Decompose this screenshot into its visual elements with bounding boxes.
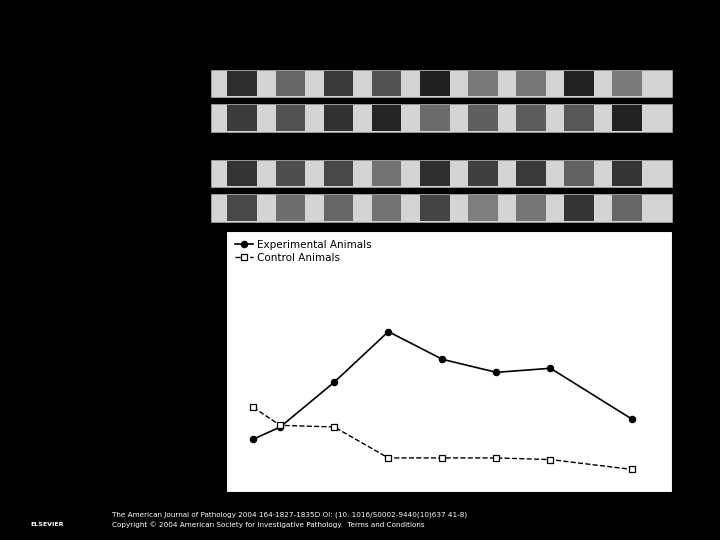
- Experimental Animals: [627, 416, 636, 422]
- Bar: [228, 161, 257, 186]
- Bar: [468, 161, 498, 186]
- Bar: [228, 71, 257, 96]
- Bar: [211, 194, 672, 222]
- Bar: [211, 160, 672, 187]
- Y-axis label: mRNA (fold increase): mRNA (fold increase): [194, 302, 204, 421]
- Bar: [420, 195, 449, 221]
- Experimental Animals: [249, 436, 258, 442]
- Bar: [276, 161, 305, 186]
- Bar: [468, 195, 498, 221]
- Text: The American Journal of Pathology 2004 164‧1827-1835D OI: (10. 1016/S0002-9440(1: The American Journal of Pathology 2004 1…: [112, 512, 467, 518]
- Bar: [276, 105, 305, 131]
- Control Animals: [546, 456, 555, 463]
- Text: 🌳: 🌳: [43, 500, 51, 514]
- Bar: [323, 71, 354, 96]
- Bar: [323, 105, 354, 131]
- Bar: [516, 195, 546, 221]
- Text: Figure 3: Figure 3: [400, 14, 456, 28]
- Text: Ets-1: Ets-1: [138, 168, 166, 179]
- Bar: [211, 104, 672, 132]
- Bar: [276, 71, 305, 96]
- Bar: [516, 71, 546, 96]
- Control Animals: [384, 455, 392, 461]
- Experimental Animals: [492, 369, 500, 376]
- Text: ~1.6 kb: ~1.6 kb: [685, 203, 720, 213]
- Text: ~5.3 kb: ~5.3 kb: [685, 168, 720, 179]
- Bar: [323, 161, 354, 186]
- Bar: [276, 195, 305, 221]
- Bar: [516, 105, 546, 131]
- Text: ELSEVIER: ELSEVIER: [30, 522, 64, 527]
- Bar: [564, 105, 594, 131]
- Control Animals: [276, 422, 284, 429]
- Experimental Animals: [546, 365, 555, 372]
- Text: Experimental Animals: Experimental Animals: [360, 50, 497, 63]
- Text: Control Animals: Control Animals: [379, 141, 478, 154]
- Legend: Experimental Animals, Control Animals: Experimental Animals, Control Animals: [231, 237, 375, 266]
- Bar: [211, 70, 672, 97]
- Bar: [372, 71, 402, 96]
- X-axis label: (postnatal day): (postnatal day): [407, 517, 492, 526]
- Bar: [516, 161, 546, 186]
- Control Animals: [330, 424, 338, 430]
- Bar: [372, 161, 402, 186]
- Bar: [468, 71, 498, 96]
- Bar: [323, 195, 354, 221]
- Text: ~5.3 kb: ~5.3 kb: [685, 79, 720, 89]
- Text: 36B4: 36B4: [137, 203, 166, 213]
- Text: ~1.6 kb: ~1.6 kb: [685, 113, 720, 123]
- Bar: [468, 105, 498, 131]
- Text: Ets-1: Ets-1: [138, 79, 166, 89]
- Bar: [564, 71, 594, 96]
- Bar: [612, 195, 642, 221]
- Bar: [228, 105, 257, 131]
- Experimental Animals: [438, 356, 446, 362]
- Bar: [564, 161, 594, 186]
- Experimental Animals: [330, 379, 338, 386]
- Bar: [612, 161, 642, 186]
- Bar: [612, 105, 642, 131]
- Experimental Animals: [384, 328, 392, 335]
- Control Animals: [438, 455, 446, 461]
- Text: 36B4: 36B4: [137, 113, 166, 123]
- Control Animals: [249, 404, 258, 410]
- Line: Experimental Animals: Experimental Animals: [250, 328, 634, 442]
- Control Animals: [492, 455, 500, 461]
- Bar: [372, 195, 402, 221]
- Experimental Animals: [276, 424, 284, 430]
- Line: Control Animals: Control Animals: [250, 404, 634, 472]
- Text: Copyright © 2004 American Society for Investigative Pathology.  Terms and Condit: Copyright © 2004 American Society for In…: [112, 522, 424, 528]
- Bar: [420, 71, 449, 96]
- Bar: [420, 161, 449, 186]
- Bar: [564, 195, 594, 221]
- Bar: [420, 105, 449, 131]
- Control Animals: [627, 466, 636, 472]
- Bar: [612, 71, 642, 96]
- Bar: [372, 105, 402, 131]
- Bar: [228, 195, 257, 221]
